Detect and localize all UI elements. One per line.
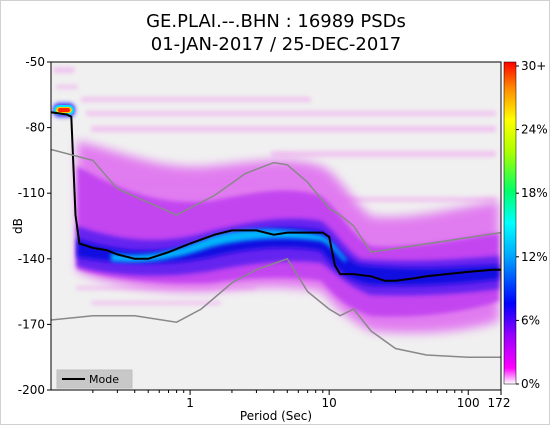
series-nhnm-line — [51, 148, 501, 254]
chart-title-line1: GE.PLAI.--.BHN : 16989 PSDs — [146, 11, 406, 32]
axis-ticks: -50 -80 -110 -140 -170 -200 1 10 100 172 — [18, 55, 511, 410]
y-tick-label: -140 — [18, 252, 45, 266]
colorbar-tick-label: 6% — [521, 313, 540, 327]
x-tick-label: 1 — [186, 396, 194, 410]
colorbar-ticks: 30+ 24% 18% 12% 6% 0% — [516, 59, 548, 391]
psd-density-heatmap — [53, 67, 499, 333]
y-axis-label: dB — [11, 218, 25, 234]
series-nlnm-line — [51, 257, 501, 358]
x-tick-label: 100 — [457, 396, 480, 410]
colorbar-tick-label: 24% — [521, 123, 548, 137]
series-mode-line — [51, 111, 501, 282]
curves-layer — [51, 111, 501, 358]
colorbar-tick-label: 30+ — [521, 59, 546, 73]
legend-mode-label: Mode — [89, 373, 119, 386]
y-tick-label: -200 — [18, 383, 45, 397]
y-tick-label: -170 — [18, 317, 45, 331]
legend-box — [56, 369, 133, 389]
y-tick-label: -110 — [18, 186, 45, 200]
x-axis-label: Period (Sec) — [240, 409, 312, 423]
y-tick-label: -80 — [25, 121, 45, 135]
plot-frame — [50, 61, 502, 391]
x-tick-label: 172 — [488, 396, 511, 410]
colorbar-tick-label: 0% — [521, 377, 540, 391]
x-tick-label: 10 — [322, 396, 337, 410]
chart-title-line2: 01-JAN-2017 / 25-DEC-2017 — [151, 34, 402, 55]
colorbar-tick-label: 18% — [521, 186, 548, 200]
legend: Mode — [56, 369, 133, 389]
y-tick-label: -50 — [25, 55, 45, 69]
colorbar-tick-label: 12% — [521, 250, 548, 264]
colorbar — [503, 61, 517, 385]
